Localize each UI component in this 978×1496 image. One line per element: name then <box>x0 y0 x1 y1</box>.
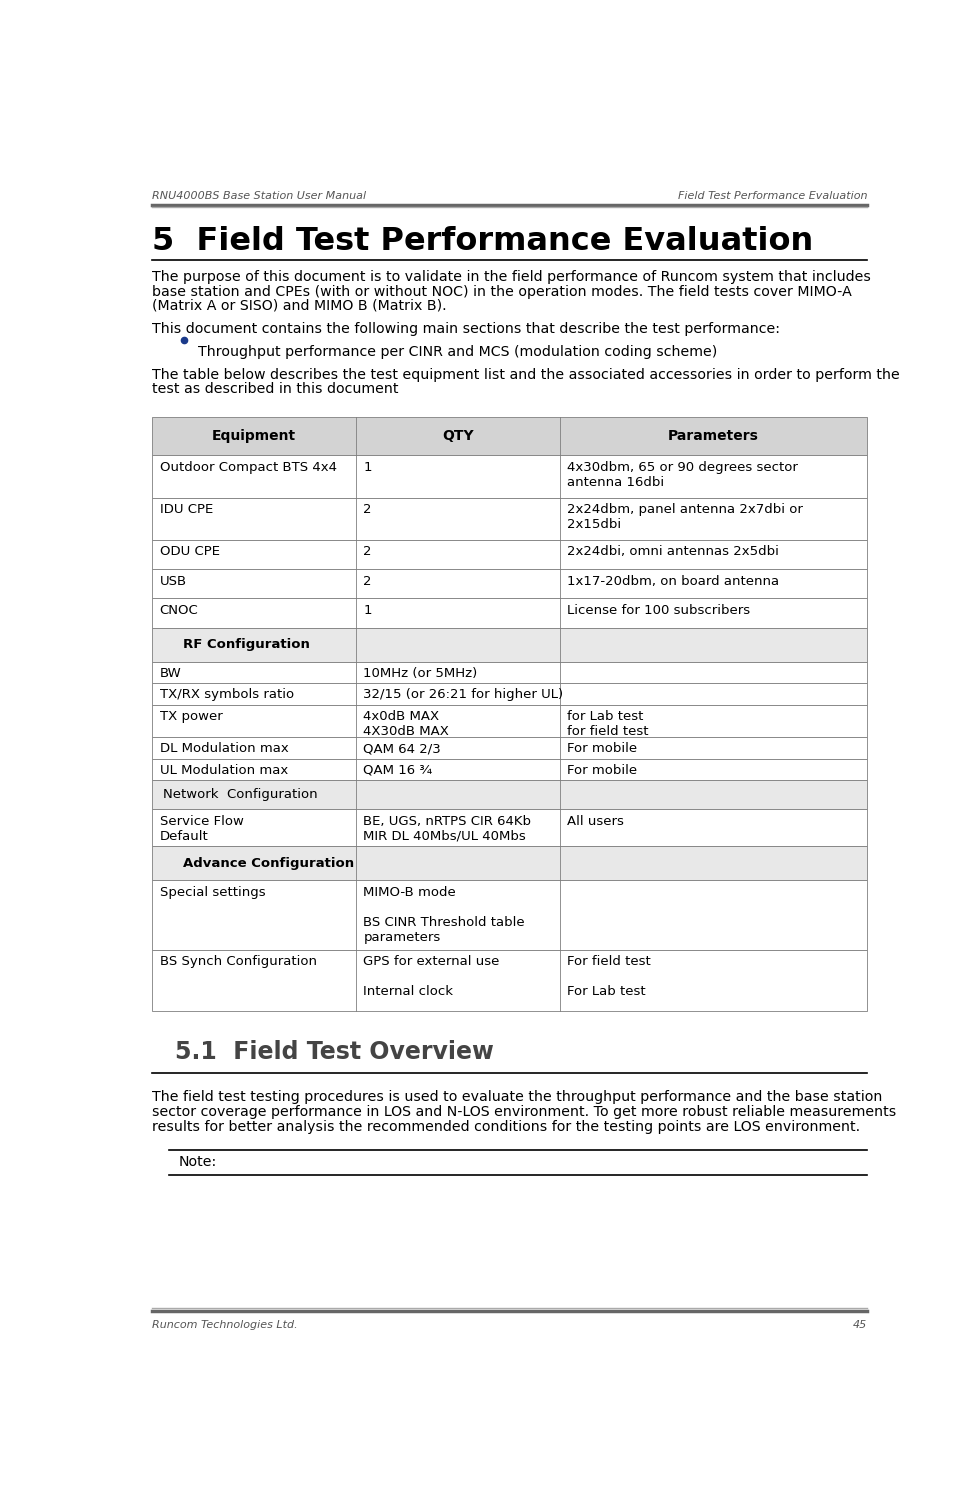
Text: results for better analysis the recommended conditions for the testing points ar: results for better analysis the recommen… <box>152 1121 859 1134</box>
Text: IDU CPE: IDU CPE <box>159 503 212 516</box>
Text: 1: 1 <box>363 604 372 616</box>
Text: USB: USB <box>159 574 187 588</box>
Text: BS Synch Configuration: BS Synch Configuration <box>159 954 316 968</box>
Text: ODU CPE: ODU CPE <box>159 545 219 558</box>
Bar <box>152 568 867 598</box>
Text: 5  Field Test Performance Evaluation: 5 Field Test Performance Evaluation <box>152 226 813 257</box>
Bar <box>152 758 867 779</box>
Bar <box>152 950 867 1011</box>
Text: The field test testing procedures is used to evaluate the throughput performance: The field test testing procedures is use… <box>152 1091 881 1104</box>
Text: Service Flow
Default: Service Flow Default <box>159 815 244 842</box>
Text: BW: BW <box>159 667 181 679</box>
Bar <box>152 661 867 684</box>
Text: For mobile: For mobile <box>566 764 637 776</box>
Bar <box>152 738 867 758</box>
Text: All users: All users <box>566 815 624 827</box>
Text: TX power: TX power <box>159 711 222 723</box>
Text: Throughput performance per CINR and MCS (modulation coding scheme): Throughput performance per CINR and MCS … <box>198 346 716 359</box>
Text: Special settings: Special settings <box>159 886 265 899</box>
Text: 5.1  Field Test Overview: 5.1 Field Test Overview <box>175 1040 494 1064</box>
Bar <box>152 498 867 540</box>
Text: The purpose of this document is to validate in the field performance of Runcom s: The purpose of this document is to valid… <box>152 271 869 284</box>
Text: test as described in this document: test as described in this document <box>152 383 398 396</box>
Bar <box>152 455 867 498</box>
Text: License for 100 subscribers: License for 100 subscribers <box>566 604 750 616</box>
Text: 1x17-20dbm, on board antenna: 1x17-20dbm, on board antenna <box>566 574 778 588</box>
Text: 2: 2 <box>363 574 372 588</box>
Text: (Matrix A or SISO) and MIMO B (Matrix B).: (Matrix A or SISO) and MIMO B (Matrix B)… <box>152 299 446 313</box>
Text: For field test

For Lab test: For field test For Lab test <box>566 954 650 998</box>
Text: for Lab test
for field test: for Lab test for field test <box>566 711 648 738</box>
Text: 45: 45 <box>852 1321 867 1330</box>
Bar <box>152 847 867 880</box>
Text: RF Configuration: RF Configuration <box>183 639 309 651</box>
Text: Outdoor Compact BTS 4x4: Outdoor Compact BTS 4x4 <box>159 461 336 474</box>
Text: Runcom Technologies Ltd.: Runcom Technologies Ltd. <box>152 1321 297 1330</box>
Text: base station and CPEs (with or without NOC) in the operation modes. The field te: base station and CPEs (with or without N… <box>152 284 851 299</box>
Text: This document contains the following main sections that describe the test perfor: This document contains the following mai… <box>152 322 779 337</box>
Text: 2x24dbi, omni antennas 2x5dbi: 2x24dbi, omni antennas 2x5dbi <box>566 545 778 558</box>
Bar <box>152 598 867 628</box>
Text: BE, UGS, nRTPS CIR 64Kb
MIR DL 40Mbs/UL 40Mbs: BE, UGS, nRTPS CIR 64Kb MIR DL 40Mbs/UL … <box>363 815 531 842</box>
Text: The table below describes the test equipment list and the associated accessories: The table below describes the test equip… <box>152 368 899 381</box>
Text: For mobile: For mobile <box>566 742 637 755</box>
Text: GPS for external use

Internal clock: GPS for external use Internal clock <box>363 954 500 998</box>
Text: Note:: Note: <box>179 1155 217 1168</box>
Text: 2x24dbm, panel antenna 2x7dbi or
2x15dbi: 2x24dbm, panel antenna 2x7dbi or 2x15dbi <box>566 503 802 531</box>
Bar <box>152 705 867 738</box>
Text: Parameters: Parameters <box>667 429 758 443</box>
Text: 32/15 (or 26:21 for higher UL): 32/15 (or 26:21 for higher UL) <box>363 688 563 702</box>
Text: 4x30dbm, 65 or 90 degrees sector
antenna 16dbi: 4x30dbm, 65 or 90 degrees sector antenna… <box>566 461 797 489</box>
Text: Field Test Performance Evaluation: Field Test Performance Evaluation <box>677 191 867 202</box>
Text: Advance Configuration: Advance Configuration <box>183 857 354 869</box>
Text: TX/RX symbols ratio: TX/RX symbols ratio <box>159 688 293 702</box>
Text: QTY: QTY <box>441 429 473 443</box>
Bar <box>152 779 867 809</box>
Text: MIMO-B mode

BS CINR Threshold table
parameters: MIMO-B mode BS CINR Threshold table para… <box>363 886 524 944</box>
Bar <box>152 540 867 568</box>
Text: QAM 64 2/3: QAM 64 2/3 <box>363 742 441 755</box>
Bar <box>152 417 867 455</box>
Text: QAM 16 ¾: QAM 16 ¾ <box>363 764 432 776</box>
Text: 2: 2 <box>363 545 372 558</box>
Text: RNU4000BS Base Station User Manual: RNU4000BS Base Station User Manual <box>152 191 366 202</box>
Text: UL Modulation max: UL Modulation max <box>159 764 288 776</box>
Text: 4x0dB MAX
4X30dB MAX: 4x0dB MAX 4X30dB MAX <box>363 711 449 738</box>
Bar <box>152 809 867 847</box>
Text: 10MHz (or 5MHz): 10MHz (or 5MHz) <box>363 667 477 679</box>
Text: sector coverage performance in LOS and N-LOS environment. To get more robust rel: sector coverage performance in LOS and N… <box>152 1106 895 1119</box>
Bar <box>152 684 867 705</box>
Text: CNOC: CNOC <box>159 604 199 616</box>
Text: 2: 2 <box>363 503 372 516</box>
Text: Equipment: Equipment <box>211 429 295 443</box>
Bar <box>152 880 867 950</box>
Bar <box>152 628 867 661</box>
Text: Network  Configuration: Network Configuration <box>163 788 318 802</box>
Text: 1: 1 <box>363 461 372 474</box>
Text: DL Modulation max: DL Modulation max <box>159 742 289 755</box>
